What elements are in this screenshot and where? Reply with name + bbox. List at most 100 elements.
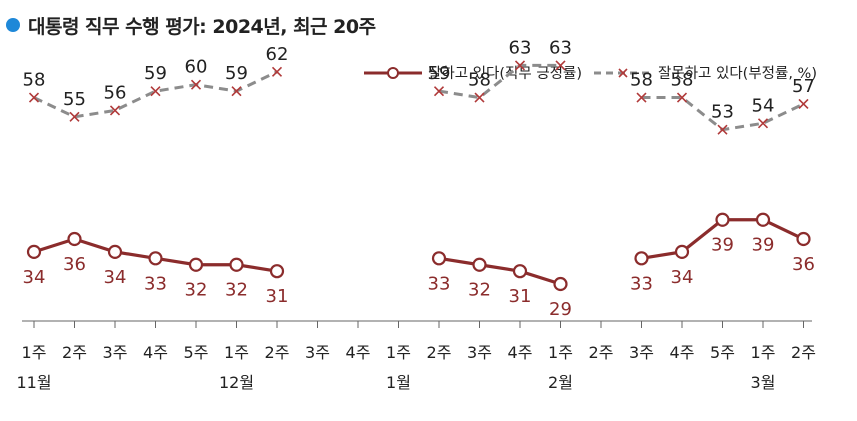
disapprove-data-label: 63: [509, 37, 532, 58]
approve-data-label: 32: [185, 280, 208, 301]
disapprove-point: [109, 105, 121, 116]
approve-point: [67, 231, 82, 247]
disapprove-data-label: 54: [752, 95, 775, 116]
disapprove-point: [676, 92, 688, 103]
approve-point: [512, 264, 528, 279]
approve-data-label: 29: [549, 299, 572, 320]
month-label: 12월: [219, 373, 254, 392]
legend-disapprove-swatch-icon: [594, 67, 653, 78]
disapprove-data-label: 59: [225, 63, 248, 84]
disapprove-point: [474, 92, 485, 103]
chart-title-text: 대통령 직무 수행 평가: 2024년, 최근 20주: [28, 15, 376, 38]
x-tick-label: 4주: [346, 343, 371, 362]
approve-point: [674, 244, 690, 259]
disapprove-data-label: 55: [63, 89, 86, 110]
approve-data-label: 31: [266, 286, 289, 307]
x-tick-label: 2주: [62, 343, 87, 362]
approve-point: [796, 231, 811, 247]
approve-data-label: 34: [671, 267, 694, 288]
x-tick-label: 2주: [265, 343, 290, 362]
approve-data-label: 34: [104, 267, 127, 288]
disapprove-point: [555, 60, 566, 71]
x-tick-label: 1주: [751, 343, 776, 362]
x-tick-label: 4주: [508, 343, 533, 362]
approve-data-label: 33: [428, 273, 451, 294]
x-tick-label: 2주: [791, 343, 816, 362]
disapprove-point: [433, 86, 445, 97]
disapprove-point: [190, 79, 202, 90]
x-tick-label: 1주: [548, 343, 573, 362]
disapprove-point: [514, 60, 526, 71]
approve-point: [107, 244, 123, 259]
legend-approve-swatch-icon: [364, 66, 423, 79]
disapprove-point: [150, 86, 161, 97]
approve-data-label: 36: [63, 254, 86, 275]
disapprove-data-label: 56: [104, 82, 127, 103]
disapprove-point: [636, 92, 647, 103]
month-label: 2월: [548, 373, 573, 392]
month-label: 11월: [16, 373, 51, 392]
x-tick-label: 3주: [467, 343, 492, 362]
x-tick-label: 3주: [103, 343, 128, 362]
approve-point: [553, 276, 568, 292]
x-tick-label: 2주: [589, 343, 614, 362]
disapprove-point: [271, 66, 283, 77]
x-tick-label: 5주: [184, 343, 209, 362]
x-tick-label: 3주: [305, 343, 330, 362]
x-tick-label: 1주: [22, 343, 47, 362]
disapprove-data-label: 62: [266, 44, 289, 65]
disapprove-data-label: 63: [549, 37, 572, 58]
disapprove-series-line: [438, 63, 561, 100]
approve-point: [755, 212, 771, 227]
approve-point: [634, 251, 649, 266]
approve-data-label: 33: [630, 273, 653, 294]
approve-data-label: 32: [225, 280, 248, 301]
legend-item-disapprove: 잘못하고 있다(부정률, %): [592, 62, 817, 83]
approve-point: [269, 264, 285, 279]
disapprove-point: [717, 124, 728, 135]
disapprove-data-label: 59: [428, 63, 451, 84]
approve-point: [148, 251, 163, 266]
disapprove-point: [757, 118, 769, 129]
approve-data-label: 39: [711, 235, 734, 256]
approve-point: [472, 257, 487, 272]
chart-legend: 잘하고 있다(직무 긍정률) 잘못하고 있다(부정률, %): [362, 62, 817, 83]
disapprove-point: [798, 98, 809, 110]
chart-title: 대통령 직무 수행 평가: 2024년, 최근 20주: [6, 10, 376, 40]
x-tick-label: 4주: [143, 343, 168, 362]
disapprove-data-label: 57: [792, 76, 815, 97]
disapprove-data-label: 59: [144, 63, 167, 84]
approve-data-label: 32: [468, 280, 491, 301]
x-tick-label: 5주: [710, 343, 735, 362]
x-tick-label: 3주: [629, 343, 654, 362]
approve-point: [229, 257, 244, 272]
approve-data-label: 34: [23, 267, 46, 288]
month-label: 1월: [386, 373, 411, 392]
x-tick-label: 1주: [224, 343, 249, 362]
disapprove-data-label: 58: [671, 70, 694, 91]
x-tick-label: 2주: [427, 343, 452, 362]
approve-series-line: [438, 256, 561, 286]
approve-data-label: 33: [144, 273, 167, 294]
legend-disapprove-label: 잘못하고 있다(부정률, %): [658, 66, 817, 82]
approve-point: [26, 244, 42, 259]
title-bullet-icon: [6, 18, 20, 32]
approve-point: [188, 257, 204, 272]
x-tick-label: 1주: [386, 343, 411, 362]
approve-data-label: 36: [792, 254, 815, 275]
legend-approve-label: 잘하고 있다(직무 긍정률): [428, 66, 583, 82]
x-tick-label: 4주: [670, 343, 695, 362]
approve-data-label: 31: [509, 286, 532, 307]
disapprove-data-label: 60: [185, 57, 208, 78]
month-label: 3월: [751, 373, 776, 392]
disapprove-data-label: 58: [23, 70, 46, 91]
disapprove-data-label: 53: [711, 102, 734, 123]
approve-point: [715, 212, 730, 227]
disapprove-data-label: 58: [468, 70, 491, 91]
legend-item-approve: 잘하고 있다(직무 긍정률): [362, 62, 582, 83]
disapprove-point: [28, 92, 40, 103]
disapprove-point: [231, 86, 242, 97]
approve-data-label: 39: [752, 235, 775, 256]
approve-point: [431, 251, 447, 266]
